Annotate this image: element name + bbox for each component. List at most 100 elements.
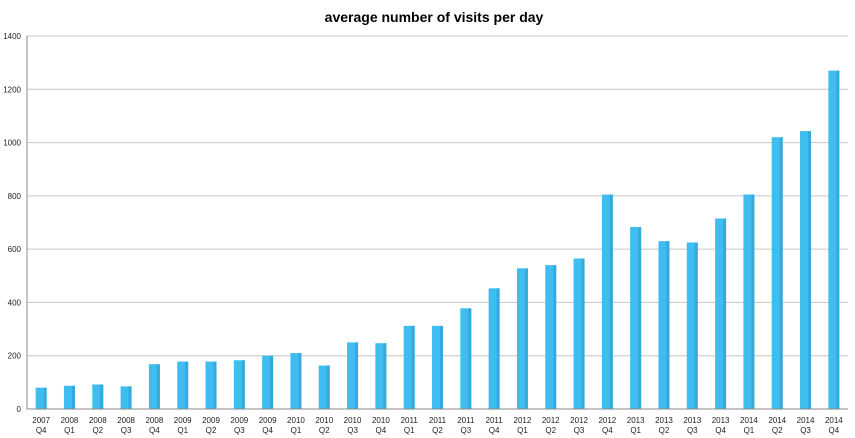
x-tick-label: 2011 Q3 [457, 416, 475, 435]
x-tick-quarter: Q4 [829, 426, 840, 435]
bar [686, 242, 698, 409]
x-tick-year: 2012 [514, 416, 532, 425]
bar [35, 387, 47, 409]
x-tick-label: 2012 Q3 [570, 416, 588, 435]
bar-shade [751, 194, 755, 409]
x-tick-quarter: Q1 [517, 426, 528, 435]
bar [318, 365, 330, 409]
y-axis-ticks: 0 200 400 600 800 1000 1200 1400 [3, 32, 21, 414]
bar-shade [185, 361, 189, 409]
bar [92, 384, 104, 409]
x-tick-quarter: Q1 [404, 426, 415, 435]
x-tick-year: 2013 [655, 416, 673, 425]
x-tick-quarter: Q3 [687, 426, 698, 435]
x-tick-year: 2013 [712, 416, 730, 425]
x-tick-quarter: Q2 [659, 426, 670, 435]
bar-face [347, 342, 359, 409]
bar-shade [553, 265, 557, 409]
bar [432, 325, 443, 409]
chart-title: average number of visits per day [325, 9, 544, 25]
x-tick-label: 2009 Q2 [202, 416, 220, 435]
x-tick-label: 2011 Q2 [429, 416, 447, 435]
bar-shade [326, 365, 330, 409]
bar-face [601, 194, 613, 409]
x-tick-year: 2012 [570, 416, 588, 425]
y-tick-label: 200 [8, 352, 22, 361]
x-tick-label: 2013 Q1 [627, 416, 645, 435]
bar [800, 131, 812, 410]
bar-shade [808, 131, 812, 410]
x-tick-year: 2009 [230, 416, 248, 425]
bar-face [630, 227, 642, 409]
bar-face [120, 386, 132, 409]
x-tick-year: 2012 [598, 416, 616, 425]
x-tick-label: 2007 Q4 [32, 416, 50, 435]
bar-face [375, 343, 387, 409]
x-tick-label: 2009 Q3 [230, 416, 248, 435]
x-tick-label: 2008 Q2 [89, 416, 107, 435]
bar-face [205, 361, 217, 409]
x-tick-label: 2013 Q2 [655, 416, 673, 435]
bar-shade [496, 288, 500, 409]
x-tick-quarter: Q1 [630, 426, 641, 435]
x-tick-quarter: Q4 [149, 426, 160, 435]
x-tick-year: 2010 [287, 416, 305, 425]
x-tick-year: 2007 [32, 416, 50, 425]
bar [233, 360, 245, 409]
x-tick-year: 2014 [768, 416, 786, 425]
x-tick-quarter: Q2 [206, 426, 217, 435]
bar [828, 70, 840, 409]
bar-face [432, 325, 443, 409]
bar-face [63, 385, 75, 409]
bar-face [177, 361, 189, 409]
bar-face [516, 268, 528, 409]
x-tick-year: 2008 [61, 416, 79, 425]
x-tick-label: 2008 Q3 [117, 416, 135, 435]
x-tick-quarter: Q2 [432, 426, 443, 435]
bar-face [828, 70, 840, 409]
bar-shade [836, 70, 840, 409]
bar-shade [213, 361, 217, 409]
x-tick-label: 2010 Q1 [287, 416, 305, 435]
bar-shade [524, 268, 528, 409]
x-tick-label: 2011 Q1 [401, 416, 419, 435]
y-tick-label: 400 [8, 298, 22, 307]
bar [347, 342, 359, 409]
x-tick-year: 2014 [797, 416, 815, 425]
bar-face [743, 194, 755, 409]
bar [375, 343, 387, 409]
y-tick-label: 0 [17, 405, 22, 414]
bar-shade [779, 137, 783, 409]
x-tick-year: 2014 [825, 416, 843, 425]
bar [177, 361, 189, 409]
bar [148, 364, 160, 409]
x-tick-year: 2010 [372, 416, 390, 425]
bar [545, 265, 557, 409]
bar-shade [71, 385, 75, 409]
x-tick-label: 2010 Q4 [372, 416, 390, 435]
bar [573, 258, 585, 409]
x-tick-label: 2009 Q4 [259, 416, 277, 435]
bar [601, 194, 613, 409]
bar-face [460, 308, 472, 409]
x-tick-label: 2008 Q1 [61, 416, 79, 435]
bar-face [35, 387, 47, 409]
x-tick-year: 2010 [344, 416, 362, 425]
x-tick-year: 2013 [627, 416, 645, 425]
y-tick-label: 1400 [3, 32, 21, 41]
bar [715, 218, 727, 409]
x-tick-quarter: Q3 [347, 426, 358, 435]
x-tick-quarter: Q2 [92, 426, 103, 435]
bar-face [573, 258, 585, 409]
bar-shade [270, 355, 274, 409]
x-tick-year: 2012 [542, 416, 560, 425]
bar [771, 137, 783, 409]
bar-shade [298, 353, 302, 409]
bar-shade [411, 325, 415, 409]
bar-face [488, 288, 500, 409]
x-tick-quarter: Q3 [121, 426, 132, 435]
x-tick-year: 2011 [486, 416, 504, 425]
